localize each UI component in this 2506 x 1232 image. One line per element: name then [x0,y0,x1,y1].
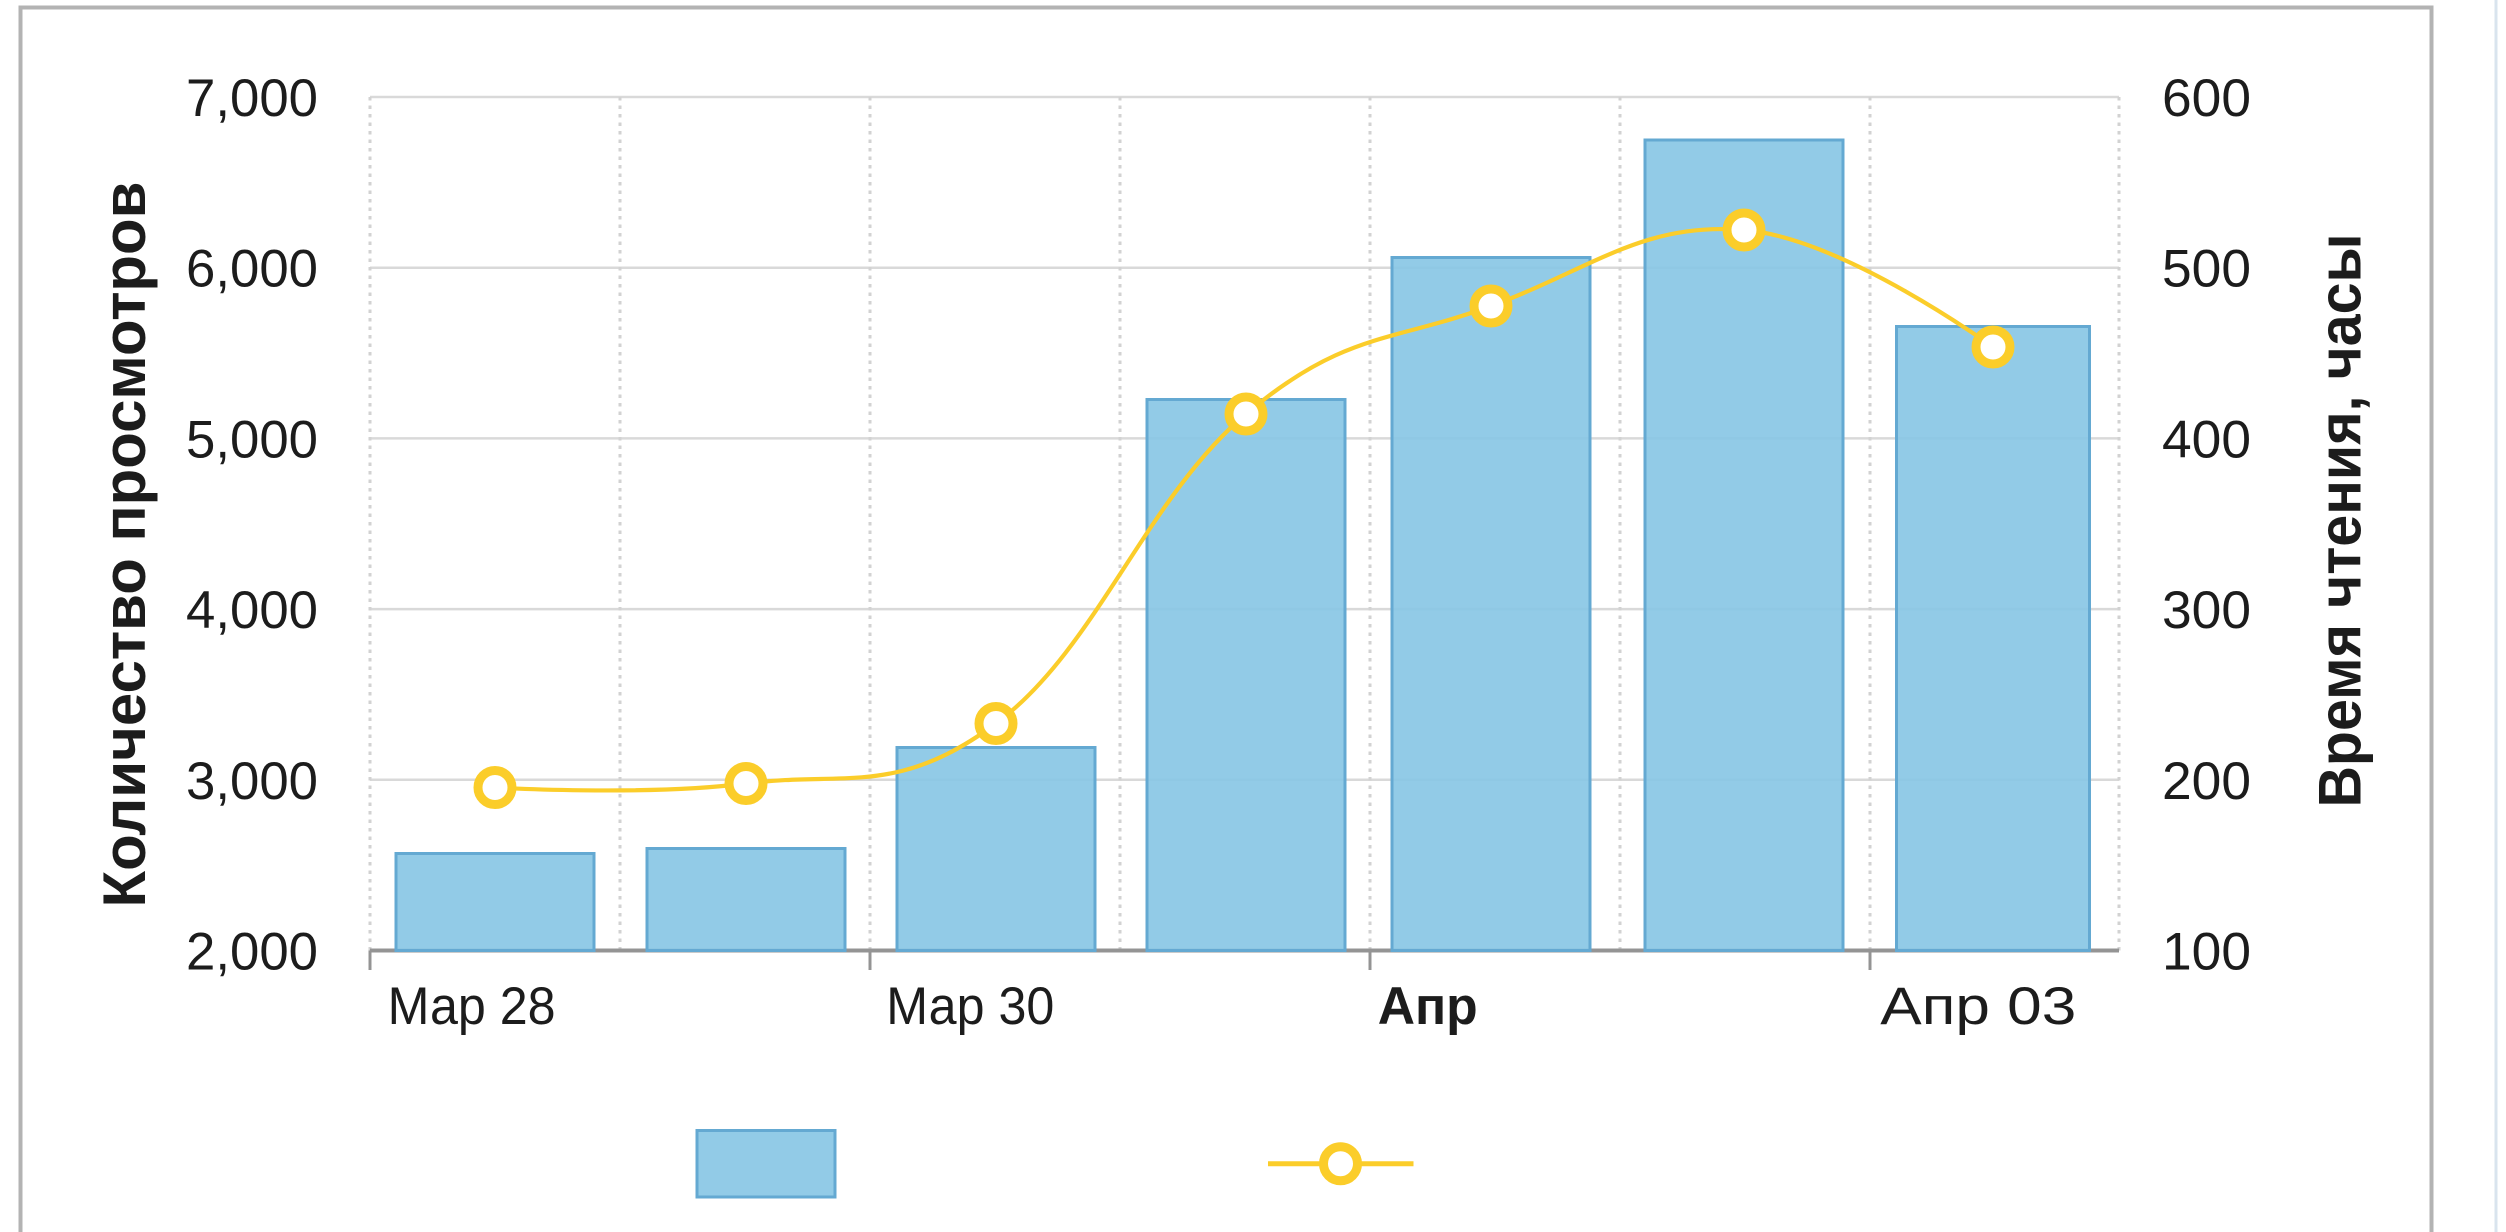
svg-text:400: 400 [2162,410,2251,469]
svg-text:5,000: 5,000 [186,410,318,469]
svg-text:Количество просмотров: Количество просмотров [91,182,158,908]
svg-text:Время чтения, часы: Время чтения, часы [2307,234,2374,808]
svg-text:200: 200 [2162,752,2251,811]
svg-text:Апр: Апр [1378,977,1478,1036]
svg-text:2,000: 2,000 [186,923,318,982]
svg-text:4,000: 4,000 [186,581,318,640]
svg-text:7,000: 7,000 [186,69,318,128]
svg-text:Мар 28: Мар 28 [388,977,556,1036]
svg-text:100: 100 [2162,923,2251,982]
svg-text:3,000: 3,000 [186,752,318,811]
svg-text:600: 600 [2162,69,2251,128]
svg-text:Апр 03: Апр 03 [1880,977,2076,1036]
svg-text:500: 500 [2162,240,2251,299]
svg-text:Мар 30: Мар 30 [886,977,1054,1036]
svg-text:300: 300 [2162,581,2251,640]
svg-text:6,000: 6,000 [186,240,318,299]
